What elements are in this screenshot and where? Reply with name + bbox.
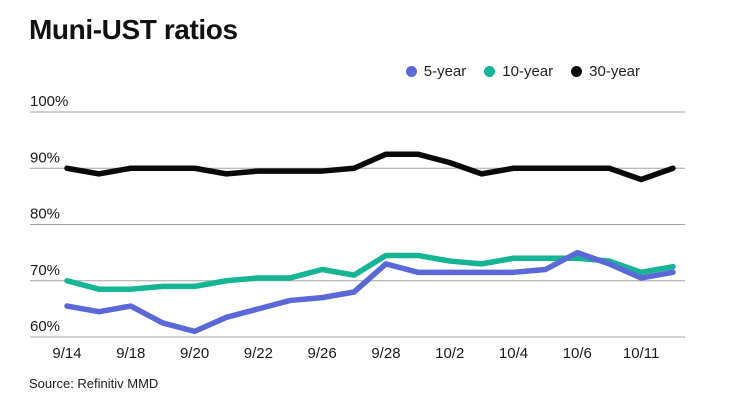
source-note: Source: Refinitiv MMD [29,376,159,391]
x-tick-label: 10/2 [435,345,464,362]
chart-legend: 5-year 10-year 30-year [405,63,640,80]
x-tick-label: 9/22 [244,345,273,362]
legend-dot-icon [484,66,496,77]
legend-dot-icon [405,66,417,77]
page-title: Muni-UST ratios [29,14,238,45]
legend-item-30-year: 30-year [571,63,640,80]
x-tick-label: 10/6 [563,345,592,362]
legend-item-10-year: 10-year [484,63,553,80]
series-line-30-year [64,151,676,183]
y-tick-label: 100% [30,93,68,110]
y-tick-label: 70% [30,262,60,279]
x-tick-label: 10/11 [623,345,659,362]
y-tick-label: 60% [30,318,60,335]
y-tick-label: 80% [30,206,60,223]
legend-label: 10-year [502,63,554,80]
x-tick-label: 9/18 [116,345,145,362]
legend-dot-icon [571,66,583,77]
x-tick-label: 9/28 [371,345,400,362]
y-tick-label: 90% [30,149,60,166]
legend-label: 5-year [423,63,467,80]
legend-item-5-year: 5-year [405,63,467,80]
x-tick-label: 9/26 [308,345,337,362]
x-tick-label: 10/4 [499,345,528,362]
series-line-10-year [64,252,676,292]
x-tick-label: 9/14 [52,345,81,362]
legend-label: 30-year [589,63,640,80]
series-line-5-year [64,249,676,335]
x-tick-label: 9/20 [180,345,209,362]
